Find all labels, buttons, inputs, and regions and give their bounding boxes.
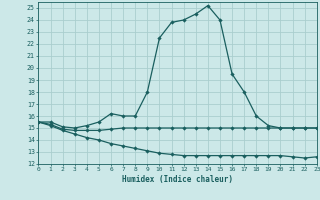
X-axis label: Humidex (Indice chaleur): Humidex (Indice chaleur) [122,175,233,184]
